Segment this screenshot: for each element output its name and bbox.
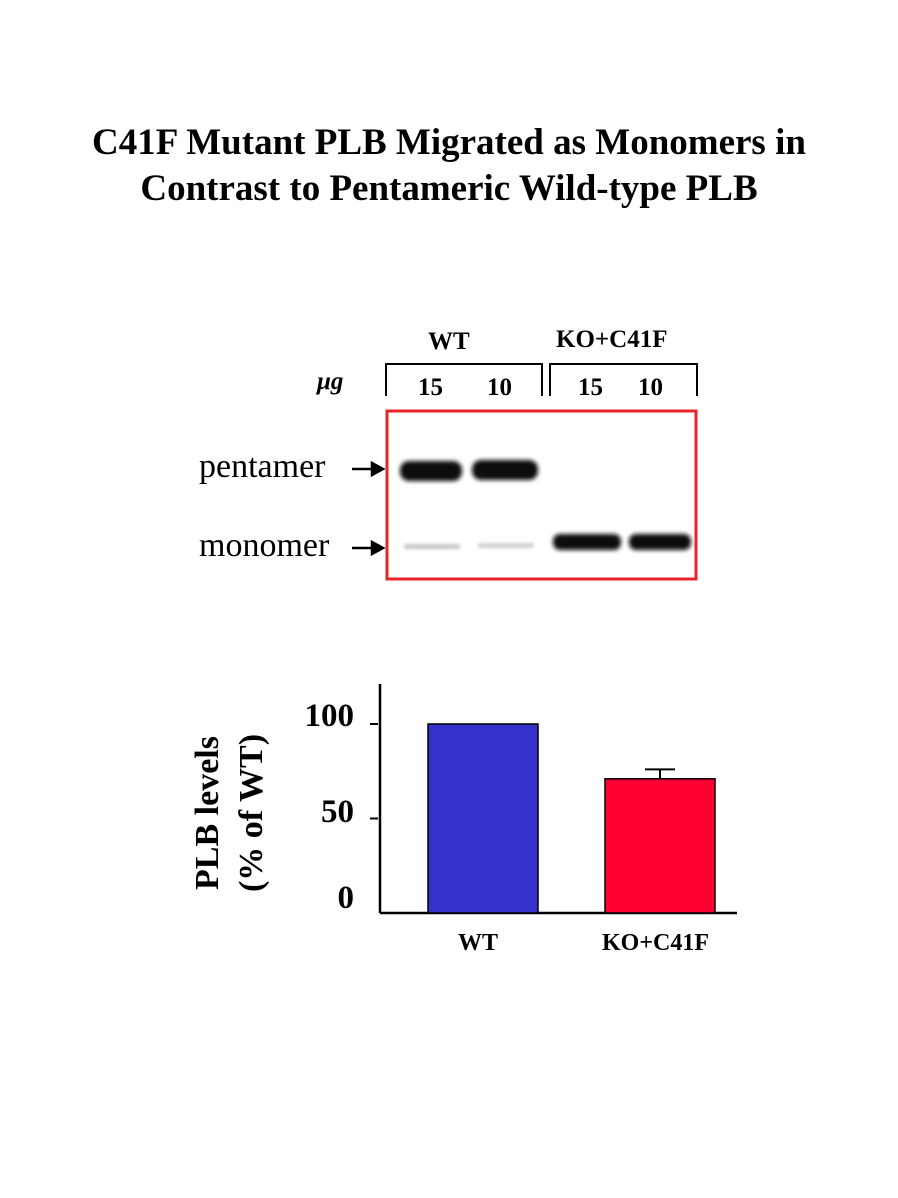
lane-2-amount: 10: [487, 374, 512, 401]
blot-group-ko-label: KO+C41F: [556, 326, 668, 353]
monomer-arrow: [352, 539, 386, 557]
y-axis-label: PLB levels (% of WT): [186, 734, 274, 892]
bracket-wt: [385, 363, 543, 396]
lane-3-amount: 15: [578, 374, 603, 401]
pentamer-label: pentamer: [199, 448, 326, 485]
pentamer-arrow: [352, 460, 386, 478]
y-tick-label-0: 0: [337, 880, 355, 916]
bar-chart: [370, 684, 737, 915]
lane-4-amount: 10: [638, 374, 663, 401]
x-category-label-wt: WT: [458, 930, 499, 956]
blot-unit-label: μg: [317, 368, 344, 395]
band-ko-15-monomer: [553, 534, 621, 550]
blot-group-wt-label: WT: [428, 328, 470, 355]
blot-frame: [385, 409, 698, 581]
bracket-ko: [549, 363, 698, 396]
band-wt-10-monomer-faint: [478, 543, 534, 548]
page-title: C41F Mutant PLB Migrated as Monomers in …: [0, 120, 898, 212]
monomer-label: monomer: [199, 527, 330, 564]
y-tick-label-50: 50: [321, 794, 354, 830]
band-wt-10-pentamer: [472, 460, 538, 480]
y-axis-label-line-1: PLB levels: [189, 736, 226, 890]
x-category-label-ko: KO+C41F: [602, 930, 710, 956]
y-tick-label-100: 100: [304, 698, 355, 734]
title-line-1: C41F Mutant PLB Migrated as Monomers in: [92, 122, 806, 163]
band-ko-10-monomer: [629, 534, 691, 550]
bar-wt: [427, 723, 539, 914]
title-line-2: Contrast to Pentameric Wild-type PLB: [140, 168, 758, 209]
y-axis-label-line-2: (% of WT): [233, 733, 270, 893]
band-wt-15-monomer-faint: [404, 544, 460, 549]
bar-ko-c41f: [604, 778, 716, 914]
lane-1-amount: 15: [418, 374, 443, 401]
band-wt-15-pentamer: [400, 461, 462, 481]
